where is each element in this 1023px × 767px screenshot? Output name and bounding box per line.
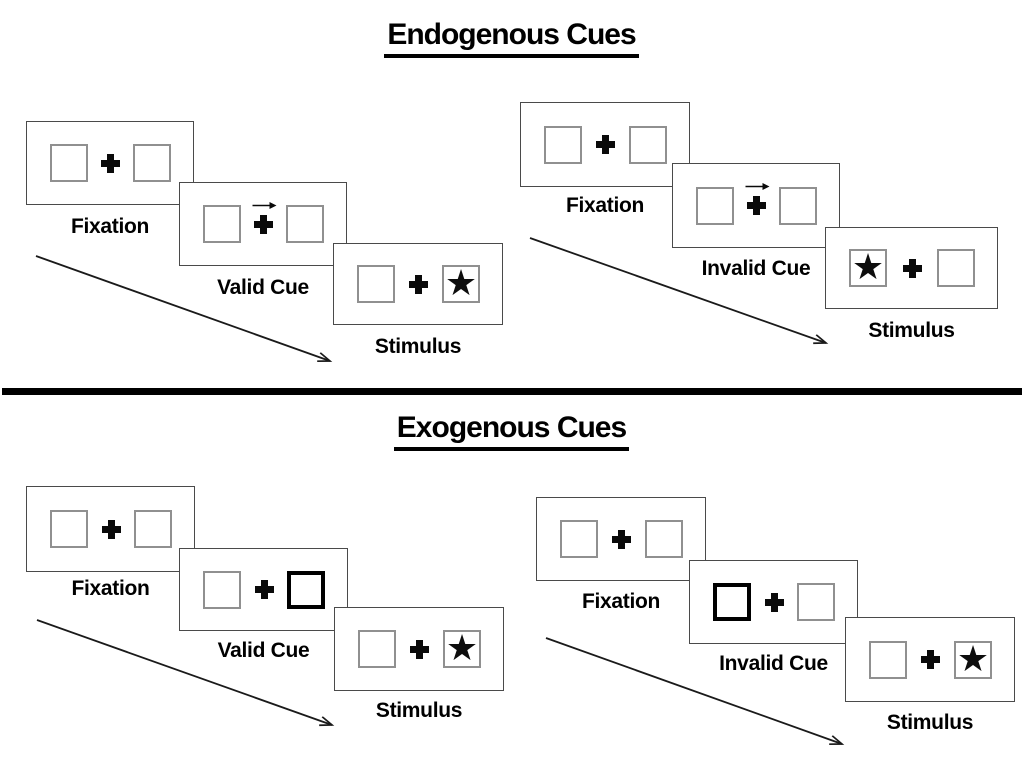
placeholder-box [203,205,241,243]
fixation-cross-icon [745,183,769,215]
cue-arrow-right-icon [745,183,769,190]
stimulus-panel: ★ [334,607,504,691]
timeline-arrow-icon [36,619,332,725]
valid-cue-panel [179,548,348,631]
placeholder-box [286,205,324,243]
placeholder-box [50,510,88,548]
panel-label: Invalid Cue [701,257,811,280]
panel-label: Fixation [581,590,661,613]
section-title-text: Endogenous Cues [384,18,639,58]
placeholder-box [544,125,582,164]
placeholder-box [203,570,241,609]
fixation-cross-icon [409,274,428,294]
star-icon: ★ [445,627,479,668]
fixation-cross-icon [254,580,274,599]
panel-label: Fixation [565,194,645,217]
placeholder-box [357,265,395,303]
fixation-cross-icon [921,650,940,669]
fixation-cross-icon [612,529,631,549]
target-star-box: ★ [849,249,887,287]
section-title-text: Exogenous Cues [393,411,630,451]
timeline-arrow-icon [529,237,826,343]
fixation-cross-icon [252,201,276,234]
fixation-cross-icon [101,153,120,173]
panel-label: Valid Cue [217,639,310,662]
panel-label: Stimulus [375,699,463,722]
placeholder-box [797,583,835,621]
valid-cue-panel [179,182,347,266]
panel-label: Invalid Cue [719,652,828,675]
panel-label: Fixation [70,215,150,238]
fixation-panel [536,497,706,581]
placeholder-box [645,520,683,558]
cue-arrow-right-icon [252,201,276,209]
section-title-endogenous: Endogenous Cues [0,18,1023,58]
fixation-cross-icon [101,519,121,539]
stimulus-panel: ★ [845,617,1015,702]
placeholder-box [629,125,667,164]
panel-label: Stimulus [886,711,974,734]
cue-highlight-box [713,583,751,621]
placeholder-box [696,186,734,225]
stimulus-panel: ★ [825,227,998,309]
placeholder-box [937,249,975,287]
placeholder-box [134,510,172,548]
star-icon: ★ [851,246,885,287]
fixation-panel [520,102,690,187]
placeholder-box [50,144,88,182]
stimulus-panel: ★ [333,243,503,325]
timeline-arrow-icon [35,255,330,361]
panel-label: Stimulus [374,335,462,358]
section-title-exogenous: Exogenous Cues [0,411,1023,451]
fixation-panel [26,486,195,572]
invalid-cue-panel [672,163,840,248]
fixation-cross-icon [596,135,615,154]
invalid-cue-panel [689,560,858,644]
section-divider [2,388,1022,395]
placeholder-box [358,630,396,668]
panel-label: Valid Cue [217,276,309,299]
fixation-cross-icon [764,592,784,612]
fixation-cross-icon [902,258,922,278]
cue-highlight-box [287,570,325,609]
placeholder-box [560,520,598,558]
placeholder-box [869,640,907,679]
placeholder-box [133,144,171,182]
panel-label: Fixation [71,577,150,600]
fixation-panel [26,121,194,205]
fixation-cross-icon [410,639,429,659]
placeholder-box [779,186,817,225]
star-icon: ★ [444,262,478,303]
target-star-box: ★ [443,630,481,668]
target-star-box: ★ [442,265,480,303]
target-star-box: ★ [954,637,992,679]
panel-label: Stimulus [868,319,955,342]
star-icon: ★ [956,637,990,679]
